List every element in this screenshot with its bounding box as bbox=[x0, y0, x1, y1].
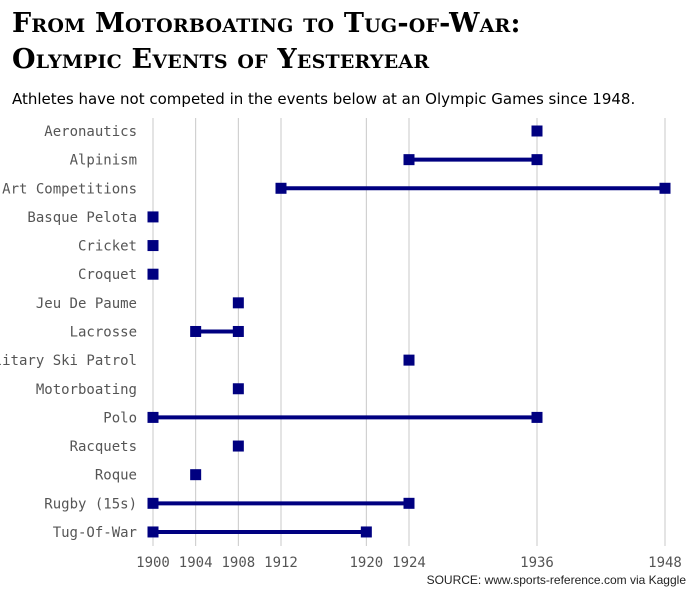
y-category-label: Croquet bbox=[78, 267, 137, 283]
chart-subtitle: Athletes have not competed in the events… bbox=[12, 90, 636, 108]
chart-title-line-1: From Motorboating to Tug-of-War: bbox=[12, 8, 521, 39]
y-category-label: Motorboating bbox=[36, 382, 137, 398]
y-category-label: Art Competitions bbox=[2, 181, 137, 197]
x-tick-label: 1936 bbox=[520, 555, 554, 571]
y-category-label: Cricket bbox=[78, 239, 137, 255]
start-marker bbox=[232, 440, 244, 452]
chart-title-line-2: Olympic Events of Yesteryear bbox=[12, 44, 430, 75]
start-marker bbox=[531, 125, 543, 137]
y-category-label: Jeu De Paume bbox=[36, 296, 137, 312]
end-marker bbox=[403, 497, 415, 509]
x-tick-label: 1924 bbox=[392, 555, 426, 571]
x-tick-label: 1920 bbox=[349, 555, 383, 571]
y-category-label: Aeronautics bbox=[44, 124, 137, 140]
end-marker bbox=[659, 182, 671, 194]
x-tick-label: 1900 bbox=[136, 555, 170, 571]
start-marker bbox=[190, 325, 202, 337]
start-marker bbox=[275, 182, 287, 194]
start-marker bbox=[403, 154, 415, 166]
x-tick-label: 1908 bbox=[221, 555, 255, 571]
start-marker bbox=[147, 497, 159, 509]
start-marker bbox=[147, 240, 159, 252]
y-category-label: Basque Pelota bbox=[27, 210, 137, 226]
start-marker bbox=[147, 411, 159, 423]
start-marker bbox=[190, 469, 202, 481]
y-category-label: Polo bbox=[103, 410, 137, 426]
x-tick-labels: 1900 1904 1908 1912 1920 1924 1936 1948 bbox=[136, 555, 682, 571]
start-marker bbox=[232, 383, 244, 395]
x-tick-label: 1904 bbox=[179, 555, 213, 571]
y-category-label: Rugby (15s) bbox=[44, 496, 137, 512]
y-category-label: Military Ski Patrol bbox=[0, 353, 137, 369]
end-marker bbox=[232, 325, 244, 337]
start-marker bbox=[232, 297, 244, 309]
x-tick-label: 1912 bbox=[264, 555, 298, 571]
y-category-label: Alpinism bbox=[70, 153, 137, 169]
start-marker bbox=[147, 526, 159, 538]
y-tick-labels: Aeronautics Alpinism Art Competitions Basqu… bbox=[0, 124, 137, 541]
y-category-label: Roque bbox=[95, 468, 137, 484]
y-category-label: Tug-Of-War bbox=[53, 525, 137, 541]
source-note: SOURCE: www.sports-reference.com via Kag… bbox=[426, 573, 686, 587]
y-category-label: Lacrosse bbox=[70, 324, 137, 340]
chart-title: From Motorboating to Tug-of-War: Olympic… bbox=[12, 6, 521, 78]
start-marker bbox=[147, 211, 159, 223]
y-category-label: Racquets bbox=[70, 439, 137, 455]
end-marker bbox=[360, 526, 372, 538]
start-marker bbox=[403, 354, 415, 366]
start-marker bbox=[147, 268, 159, 280]
x-tick-label: 1948 bbox=[648, 555, 682, 571]
end-marker bbox=[531, 411, 543, 423]
end-marker bbox=[531, 154, 543, 166]
series-marks bbox=[147, 125, 671, 538]
